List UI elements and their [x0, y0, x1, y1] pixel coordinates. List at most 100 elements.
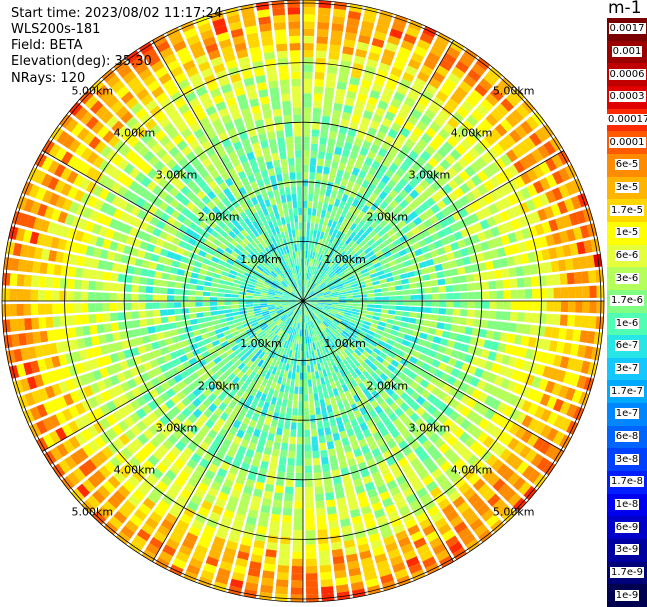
range-bin	[311, 274, 316, 282]
range-bin	[383, 433, 393, 443]
range-bin	[424, 108, 436, 120]
range-bin	[553, 301, 562, 312]
range-bin	[318, 7, 331, 16]
range-bin	[315, 500, 325, 509]
range-bin	[396, 262, 405, 269]
ray	[274, 301, 303, 602]
range-bin	[204, 276, 213, 282]
range-bin	[416, 281, 424, 288]
range-bin	[307, 289, 313, 296]
range-bin	[16, 318, 25, 331]
range-bin	[397, 423, 407, 434]
range-bin	[2, 288, 10, 301]
range-bin	[432, 409, 443, 420]
range-bin	[417, 288, 425, 294]
range-bin	[396, 349, 406, 358]
range-bin	[499, 257, 508, 268]
range-bin	[409, 312, 417, 318]
range-bin	[345, 237, 352, 245]
range-bin	[353, 338, 361, 346]
range-bin	[539, 177, 551, 191]
range-bin	[320, 263, 326, 271]
range-bin	[188, 296, 196, 301]
range-bin	[487, 239, 497, 249]
range-bin	[502, 405, 514, 418]
range-bin	[300, 351, 303, 359]
range-bin	[332, 340, 340, 347]
range-bin	[360, 301, 368, 304]
range-bin	[326, 499, 336, 508]
range-bin	[364, 278, 372, 284]
ray	[228, 301, 303, 596]
range-bin	[317, 536, 329, 545]
range-bin	[366, 286, 374, 291]
range-bin	[380, 391, 390, 401]
range-bin	[389, 402, 399, 412]
range-bin	[495, 280, 504, 289]
range-bin	[488, 280, 497, 290]
range-bin	[441, 330, 451, 339]
range-bin	[375, 344, 384, 351]
range-bin	[344, 97, 355, 107]
range-bin	[414, 463, 426, 475]
range-bin	[349, 387, 357, 397]
range-bin	[275, 383, 281, 391]
range-bin	[318, 0, 332, 9]
range-bin	[316, 43, 328, 52]
range-bin	[329, 309, 338, 314]
range-bin	[466, 225, 477, 235]
range-bin	[309, 407, 315, 416]
range-bin	[145, 286, 154, 294]
range-bin	[346, 346, 354, 354]
range-bin	[347, 127, 357, 137]
range-bin	[337, 386, 344, 395]
range-bin	[425, 185, 436, 196]
range-bin	[402, 367, 412, 376]
range-bin	[337, 310, 345, 314]
range-bin	[338, 294, 346, 297]
range-bin	[489, 249, 499, 259]
range-bin	[314, 237, 319, 246]
range-bin	[267, 301, 275, 303]
range-bin	[308, 305, 315, 311]
range-bin	[496, 290, 504, 299]
range-bin	[347, 10, 362, 20]
range-bin	[513, 383, 524, 395]
range-bin	[437, 362, 447, 372]
range-bin	[445, 509, 459, 522]
range-bin	[346, 301, 354, 304]
range-bin	[335, 238, 342, 247]
range-bin	[562, 214, 573, 228]
range-bin	[393, 320, 402, 326]
range-bin	[403, 301, 411, 306]
range-bin	[334, 483, 344, 492]
range-bin	[24, 318, 33, 331]
range-bin	[138, 302, 146, 310]
range-bin	[380, 336, 389, 343]
range-bin	[310, 298, 318, 300]
range-bin	[341, 437, 350, 446]
range-bin	[349, 319, 357, 324]
range-bin	[540, 408, 552, 423]
range-bin	[506, 380, 518, 393]
range-bin	[294, 501, 303, 509]
range-bin	[159, 287, 168, 294]
range-bin	[370, 202, 379, 212]
range-bin	[317, 279, 324, 286]
range-bin	[398, 372, 408, 382]
range-bin	[320, 129, 329, 138]
range-bin	[408, 178, 419, 189]
range-bin	[379, 278, 387, 284]
range-bin	[414, 445, 425, 457]
range-bin	[436, 322, 445, 330]
range-bin	[286, 465, 295, 473]
range-bin	[386, 228, 396, 237]
range-bin	[294, 321, 298, 329]
range-bin	[467, 309, 475, 318]
range-bin	[316, 304, 324, 307]
range-bin	[439, 479, 452, 491]
range-bin	[269, 520, 280, 530]
range-bin	[294, 386, 299, 394]
range-bin	[423, 252, 433, 260]
range-bin	[393, 14, 408, 26]
